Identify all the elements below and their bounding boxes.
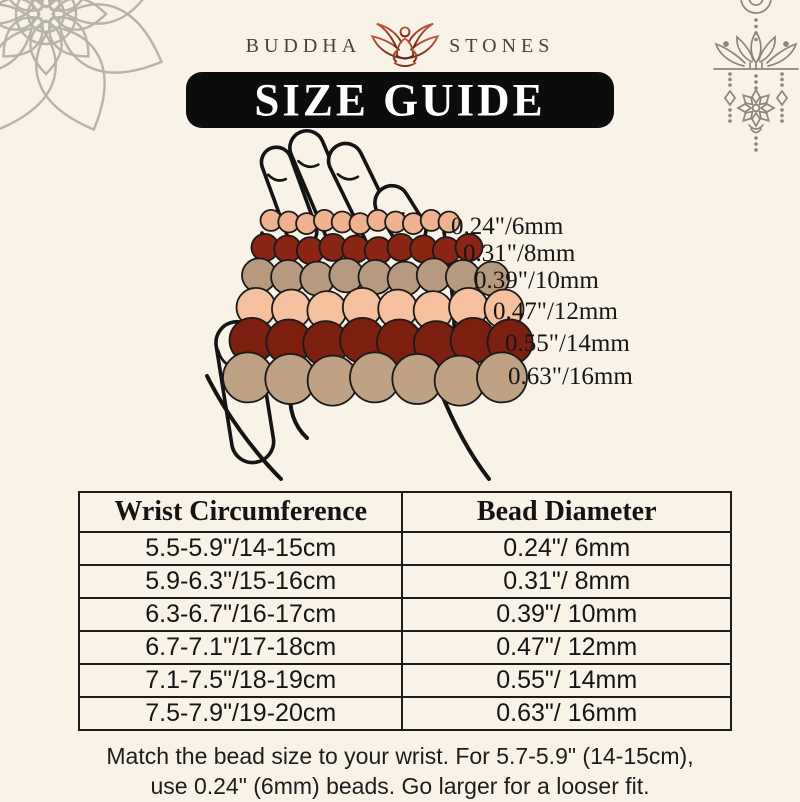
bead-size-label: 0.63"/16mm bbox=[508, 363, 633, 390]
table-cell: 5.9-6.3"/15-16cm bbox=[77, 564, 404, 599]
mandala-icon bbox=[0, 0, 164, 132]
table-cell: 7.5-7.9"/19-20cm bbox=[77, 696, 404, 731]
bead-size-label: 0.39"/10mm bbox=[474, 267, 599, 294]
table-header-row: Wrist Circumference Bead Diameter bbox=[77, 491, 732, 533]
table-row: 5.5-5.9"/14-15cm 0.24"/ 6mm bbox=[77, 531, 732, 566]
brand-name-right: STONES bbox=[449, 34, 555, 57]
table-row: 7.5-7.9"/19-20cm 0.63"/ 16mm bbox=[77, 696, 732, 731]
size-guide-banner: SIZE GUIDE bbox=[186, 72, 614, 128]
bead-strands bbox=[222, 208, 534, 407]
table-cell: 6.3-6.7"/16-17cm bbox=[77, 597, 404, 632]
size-table: Wrist Circumference Bead Diameter 5.5-5.… bbox=[77, 491, 732, 731]
column-header-wrist: Wrist Circumference bbox=[77, 491, 404, 533]
table-cell: 0.63"/ 16mm bbox=[401, 696, 732, 731]
table-cell: 7.1-7.5"/18-19cm bbox=[77, 663, 404, 698]
table-cell: 5.5-5.9"/14-15cm bbox=[77, 531, 404, 566]
lotus-logo-icon bbox=[370, 22, 440, 68]
table-cell: 6.7-7.1"/17-18cm bbox=[77, 630, 404, 665]
bead-size-label: 0.47"/12mm bbox=[493, 298, 618, 325]
bead-size-label: 0.55"/14mm bbox=[505, 330, 630, 357]
bead-size-label: 0.24"/6mm bbox=[451, 213, 564, 240]
brand-logo: BUDDHA STONES bbox=[0, 20, 800, 72]
table-cell: 0.55"/ 14mm bbox=[401, 663, 732, 698]
fit-note-line1: Match the bead size to your wrist. For 5… bbox=[106, 743, 694, 769]
hanging-lotus-ornament-icon bbox=[713, 0, 799, 152]
brand-name-left: BUDDHA bbox=[245, 34, 362, 57]
bead-strand bbox=[222, 351, 528, 407]
bead-strand bbox=[241, 257, 510, 297]
page-title: SIZE GUIDE bbox=[254, 74, 546, 126]
table-cell: 0.24"/ 6mm bbox=[401, 531, 732, 566]
fit-note: Match the bead size to your wrist. For 5… bbox=[0, 741, 800, 802]
bead-strand bbox=[235, 286, 525, 332]
bead-strand bbox=[259, 208, 461, 236]
table-cell: 0.31"/ 8mm bbox=[401, 564, 732, 599]
bead-size-label: 0.31"/8mm bbox=[463, 240, 576, 267]
table-row: 5.9-6.3"/15-16cm 0.31"/ 8mm bbox=[77, 564, 732, 599]
table-cell: 0.47"/ 12mm bbox=[401, 630, 732, 665]
fit-note-line2: use 0.24" (6mm) beads. Go larger for a l… bbox=[150, 773, 650, 800]
column-header-bead: Bead Diameter bbox=[401, 491, 732, 533]
table-row: 6.3-6.7"/16-17cm 0.39"/ 10mm bbox=[77, 597, 732, 632]
table-row: 6.7-7.1"/17-18cm 0.47"/ 12mm bbox=[77, 630, 732, 665]
table-cell: 0.39"/ 10mm bbox=[401, 597, 732, 632]
table-row: 7.1-7.5"/18-19cm 0.55"/ 14mm bbox=[77, 663, 732, 698]
